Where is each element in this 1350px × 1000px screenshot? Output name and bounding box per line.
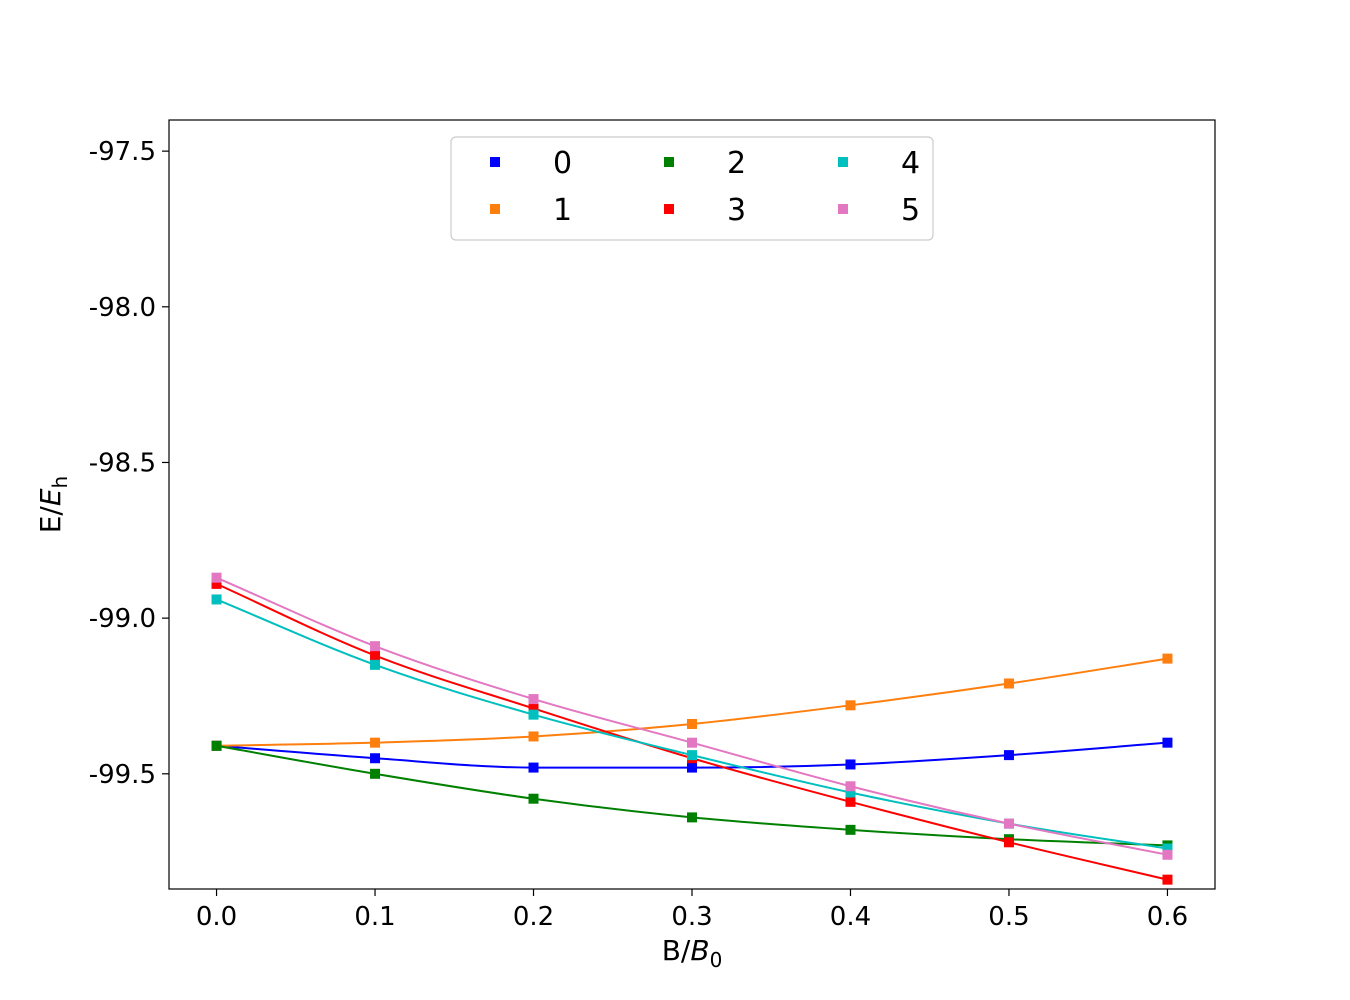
y-tick-label: -99.0 <box>89 604 156 634</box>
data-point <box>1162 849 1173 860</box>
y-tick-label: -97.5 <box>89 137 156 167</box>
legend-label: 2 <box>727 146 746 181</box>
series-layer <box>211 572 1173 885</box>
x-tick-label: 0.0 <box>196 902 237 932</box>
data-point <box>370 659 381 670</box>
data-point <box>528 709 539 720</box>
data-point <box>845 787 856 798</box>
legend-marker <box>490 157 500 167</box>
data-point <box>845 824 856 835</box>
y-tick-label: -98.5 <box>89 448 156 478</box>
legend-item-3: 3 <box>664 193 746 228</box>
data-point <box>1003 678 1014 689</box>
x-tick-label: 0.5 <box>988 902 1029 932</box>
data-point <box>1162 737 1173 748</box>
data-point <box>370 768 381 779</box>
data-point <box>1003 750 1014 761</box>
ticks-layer: 0.0 0.1 0.2 0.3 0.4 0.5 0.6 -97.5 -98.0 -98.5 -99.… <box>89 137 1188 932</box>
x-tick-label: 0.1 <box>354 902 395 932</box>
data-point <box>528 703 539 714</box>
data-point <box>528 731 539 742</box>
x-axis-label: B/B0 <box>662 934 723 972</box>
legend: 0 1 2 3 4 5 <box>450 136 934 241</box>
y-axis-label-sub: h <box>48 476 72 489</box>
legend-marker <box>838 157 848 167</box>
data-point <box>845 796 856 807</box>
legend-label: 3 <box>727 193 746 228</box>
data-point <box>687 750 697 761</box>
data-point <box>1162 874 1173 885</box>
legend-item-2: 2 <box>664 146 746 181</box>
data-point <box>370 753 381 764</box>
data-point <box>1162 843 1173 854</box>
x-tick-label: 0.4 <box>830 902 871 932</box>
y-axis-label: E/Eh <box>34 476 72 534</box>
x-axis-label-italic: B <box>690 934 709 967</box>
legend-item-4: 4 <box>838 146 920 181</box>
data-point <box>687 718 697 729</box>
data-point <box>687 762 697 773</box>
legend-marker <box>838 204 848 214</box>
data-point <box>528 762 539 773</box>
data-point <box>845 759 856 770</box>
data-point <box>1003 837 1014 848</box>
x-tick-label: 0.2 <box>513 902 554 932</box>
y-axis-label-main: E/ <box>34 506 67 534</box>
x-tick-label: 0.6 <box>1147 902 1188 932</box>
x-axis-label-main: B/ <box>662 934 691 967</box>
x-tick-label: 0.3 <box>671 902 712 932</box>
data-point <box>211 572 222 583</box>
legend-label: 1 <box>553 193 572 228</box>
legend-box <box>450 136 934 241</box>
legend-item-1: 1 <box>490 193 572 228</box>
data-point <box>1162 653 1173 664</box>
y-axis-label-italic: E <box>34 488 67 506</box>
data-point <box>211 578 222 589</box>
data-point <box>211 740 222 751</box>
y-tick-label: -98.0 <box>89 293 156 323</box>
y-tick-label: -99.5 <box>89 760 156 790</box>
data-point <box>528 694 539 705</box>
data-point <box>370 641 381 652</box>
legend-marker <box>664 204 674 214</box>
series-1 <box>211 653 1173 751</box>
data-point <box>687 812 697 823</box>
data-point <box>370 737 381 748</box>
data-point <box>528 793 539 804</box>
data-point <box>211 594 222 605</box>
legend-item-5: 5 <box>838 193 920 228</box>
legend-label: 4 <box>901 146 920 181</box>
x-axis-label-sub: 0 <box>710 948 723 972</box>
series-5 <box>211 572 1173 860</box>
legend-marker <box>664 157 674 167</box>
legend-item-0: 0 <box>490 146 572 181</box>
data-point <box>845 781 856 792</box>
legend-marker <box>490 204 500 214</box>
data-point <box>687 737 697 748</box>
data-point <box>1003 818 1014 829</box>
data-point <box>845 700 856 711</box>
data-point <box>370 650 381 661</box>
legend-label: 0 <box>553 146 572 181</box>
legend-label: 5 <box>901 193 920 228</box>
